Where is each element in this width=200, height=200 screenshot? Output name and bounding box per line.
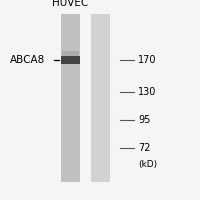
Text: HUVEC: HUVEC [52,0,88,8]
Text: ABCA8: ABCA8 [10,55,45,65]
Text: 95: 95 [138,115,150,125]
Text: (kD): (kD) [138,160,157,168]
Bar [62,51,78,56]
Text: 170: 170 [138,55,156,65]
Bar [60,56,80,64]
Bar [90,14,110,182]
Text: 72: 72 [138,143,151,153]
Bar [60,14,80,182]
Text: 130: 130 [138,87,156,97]
